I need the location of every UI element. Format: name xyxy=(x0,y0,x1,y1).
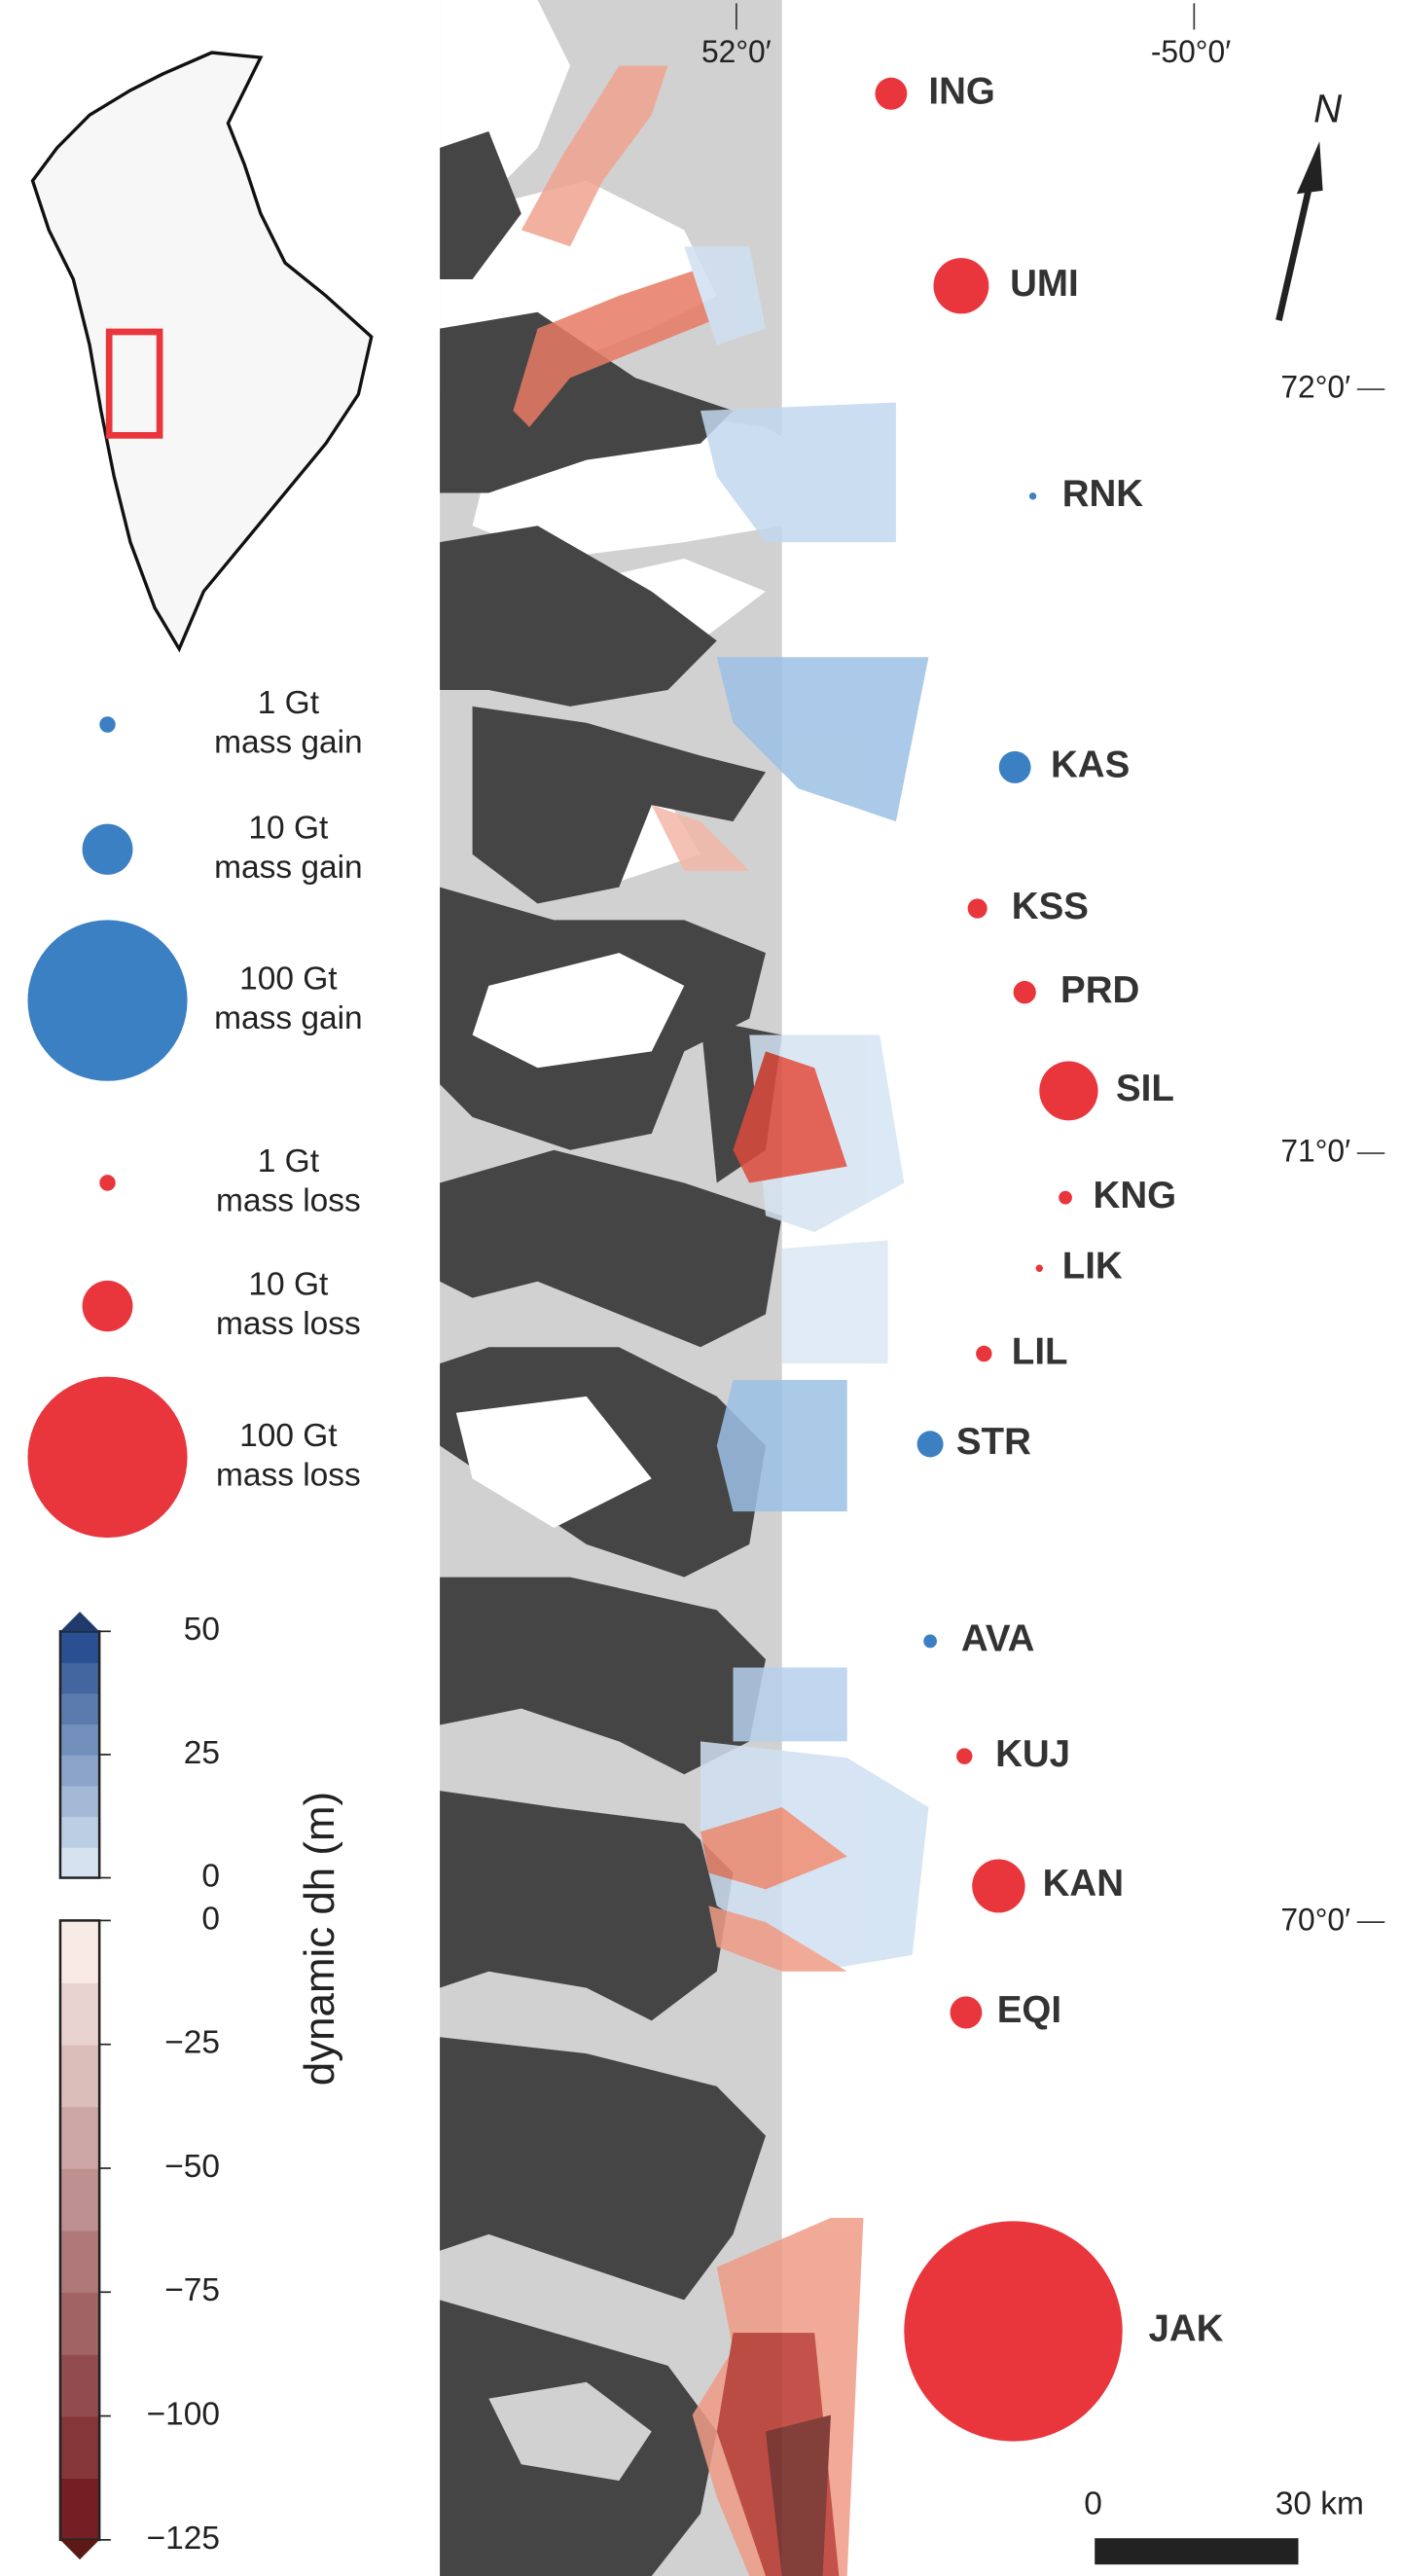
colorbar-tick-label: −125 xyxy=(147,2521,220,2557)
colorbar-band xyxy=(59,1631,100,1663)
longitude-label: 52°0′ xyxy=(701,34,772,69)
glacier-circle xyxy=(1059,1190,1072,1205)
glacier-label: RNK xyxy=(1062,473,1143,515)
legend-circle xyxy=(99,1175,116,1191)
colorbar-band xyxy=(59,1661,100,1694)
colorbar-band xyxy=(59,1785,100,1818)
latitude-label: 72°0′ xyxy=(1280,369,1350,404)
latitude-label: 70°0′ xyxy=(1280,1902,1350,1937)
glacier-circle xyxy=(904,2221,1123,2442)
colorbar-band xyxy=(59,2478,100,2541)
legend-label: 1 Gt xyxy=(258,1143,320,1179)
legend-circle xyxy=(27,1376,188,1539)
colorbar-tick-label: −100 xyxy=(147,2396,220,2432)
glacier-label: KAS xyxy=(1051,744,1130,785)
glacier-circle xyxy=(1039,1061,1098,1121)
legend-circle xyxy=(82,823,133,875)
legend-caption: mass loss xyxy=(216,1306,361,1342)
colorbar-tick-label: −25 xyxy=(164,2025,220,2061)
glacier-circle xyxy=(1013,980,1036,1004)
colorbar-arrow xyxy=(59,2539,100,2560)
glacier-label: JAK xyxy=(1148,2308,1223,2350)
colorbar-band xyxy=(59,2230,100,2294)
glacier-label: LIL xyxy=(1012,1330,1068,1372)
colorbar-band xyxy=(59,2292,100,2355)
colorbar-tick-label: 0 xyxy=(201,1858,220,1894)
legend-circle xyxy=(27,920,188,1081)
glacier-circle xyxy=(916,1431,944,1458)
colorbar-band xyxy=(59,2168,100,2231)
glacier-circle xyxy=(972,1859,1025,1913)
legend-caption: mass gain xyxy=(214,725,363,761)
colorbar-band xyxy=(59,1816,100,1848)
colorbar-band xyxy=(59,1692,100,1725)
colorbar-band xyxy=(59,1982,100,2046)
glacier-label: KAN xyxy=(1043,1863,1124,1905)
legend-label: 100 Gt xyxy=(239,961,338,998)
colorbar-band xyxy=(59,2415,100,2480)
colorbar-band xyxy=(59,1846,100,1879)
graticule xyxy=(736,3,1385,1923)
scale-start: 0 xyxy=(1084,2485,1102,2522)
colorbar-label: dynamic dh (m) xyxy=(296,1792,343,2086)
glacier-label: STR xyxy=(956,1421,1031,1463)
legend-label: 100 Gt xyxy=(239,1418,338,1454)
glacier-label: LIK xyxy=(1062,1245,1123,1287)
legend-label: 10 Gt xyxy=(248,1267,329,1303)
legend-circle xyxy=(82,1280,133,1332)
glacier-circle xyxy=(956,1748,973,1764)
glacier-circle xyxy=(933,258,989,314)
scale-end: 30 km xyxy=(1275,2485,1364,2522)
glacier-circle xyxy=(998,750,1031,783)
glacier-circle xyxy=(950,1996,983,2029)
legend-label: 10 Gt xyxy=(248,810,329,846)
colorbar-tick-label: 0 xyxy=(201,1901,220,1937)
glacier-circle xyxy=(875,77,908,110)
dh-patches xyxy=(513,65,929,2576)
colorbar-tick-label: −75 xyxy=(164,2272,220,2308)
glacier-label: EQI xyxy=(997,1989,1061,2031)
glacier-label: SIL xyxy=(1116,1068,1174,1109)
legend-circle xyxy=(99,716,116,733)
glacier-label: ING xyxy=(928,70,994,112)
legend-caption: mass gain xyxy=(214,1000,363,1036)
inset-map xyxy=(30,51,374,653)
glacier-label: KSS xyxy=(1012,886,1089,927)
glacier-label: KNG xyxy=(1094,1175,1177,1216)
glacier-label: KUJ xyxy=(995,1733,1070,1775)
colorbar-tick-label: 50 xyxy=(184,1612,220,1648)
legend-label: 1 Gt xyxy=(258,685,320,721)
north-label: N xyxy=(1313,86,1343,130)
legend-caption: mass loss xyxy=(216,1457,361,1493)
colorbar-band xyxy=(59,2044,100,2108)
latitude-label: 71°0′ xyxy=(1280,1133,1350,1168)
colorbar-band xyxy=(59,1754,100,1787)
colorbar-band xyxy=(59,1920,100,1983)
glacier-circle xyxy=(1028,492,1037,500)
colorbar-tick-label: 25 xyxy=(184,1735,220,1771)
colorbar-band xyxy=(59,2106,100,2169)
glacier-label: PRD xyxy=(1060,969,1139,1011)
colorbar-arrow xyxy=(59,1612,100,1632)
colorbar-band xyxy=(59,2353,100,2417)
glacier-circle xyxy=(923,1634,937,1649)
glacier-label: AVA xyxy=(961,1618,1035,1660)
glacier-label: UMI xyxy=(1010,263,1079,305)
legend-caption: mass loss xyxy=(216,1183,361,1219)
glacier-circle xyxy=(967,898,988,919)
colorbar-tick-label: −50 xyxy=(164,2149,220,2185)
glacier-circle xyxy=(1035,1264,1043,1272)
scale-bar xyxy=(1095,2538,1299,2565)
legend-caption: mass gain xyxy=(214,850,363,886)
north-arrow xyxy=(1275,141,1323,321)
colorbar-band xyxy=(59,1723,100,1756)
glacier-circle xyxy=(976,1345,992,1362)
longitude-label: -50°0′ xyxy=(1151,34,1231,69)
